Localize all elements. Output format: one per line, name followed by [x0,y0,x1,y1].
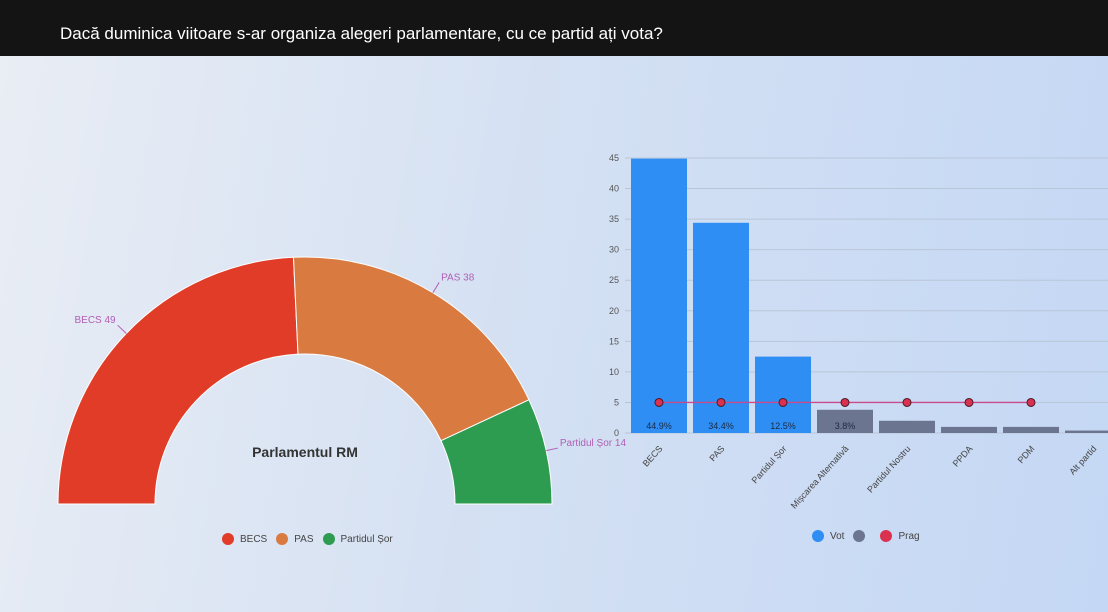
bar-6[interactable] [1003,426,1059,433]
legend-dot-vot-other [853,530,866,542]
bar-data-label: 34.4% [708,421,734,431]
legend-dot-vot [812,530,824,542]
donut-label-line-pas [432,282,440,293]
y-tick-label: 40 [609,184,619,194]
bar-7[interactable] [1065,430,1108,433]
question-title: Dacă duminica viitoare s-ar organiza ale… [60,24,663,43]
x-tick-label: PAS [707,444,726,464]
legend-dot-becs [222,533,234,545]
prag-point[interactable] [716,397,726,407]
charts-canvas: BECS 49 PAS 38 Partidul Șor 14 Parlamentul … [57,153,1108,511]
x-tick-label: Partidul Nostru [865,444,912,495]
donut-label-sor: Partidul Șor 14 [560,438,627,449]
y-tick-label: 20 [609,306,619,316]
x-tick-label: BECS [641,444,665,469]
bar-data-label: 44.9% [646,421,672,431]
donut-slice-sor[interactable] [440,399,553,505]
bar-0[interactable] [631,158,687,433]
bar-5[interactable] [941,426,997,433]
prag-point[interactable] [902,397,912,407]
legend-label-sor: Partidul Șor [340,533,393,545]
bar-data-label: 12.5% [770,421,796,431]
legend-dot-prag [880,530,893,542]
x-tick-label: Alt partid [1067,444,1098,477]
bar-data-label: 3.8% [835,421,856,431]
prag-point[interactable] [840,397,850,407]
prag-point[interactable] [1026,397,1036,407]
bar-3[interactable] [817,409,873,433]
donut-label-line-becs [117,324,127,334]
donut-center-label: Parlamentul RM [252,444,358,460]
y-tick-label: 30 [609,245,619,255]
title-bar: Dacă duminica viitoare s-ar organiza ale… [0,0,1108,62]
parliament-donut-chart: BECS 49 PAS 38 Partidul Șor 14 Parlamentul … [57,256,627,505]
donut-label-line-sor [546,447,558,452]
legend-label-pas: PAS [294,533,314,545]
prag-point[interactable] [778,397,788,407]
donut-legend: BECS PAS Partidul Șor [222,533,402,545]
legend-label-becs: BECS [240,533,268,545]
y-tick-label: 10 [609,367,619,377]
bar-legend: Vot Prag [812,530,929,542]
legend-item-becs[interactable]: BECS [222,533,267,545]
vote-bar-chart: 0 5 10 15 20 25 30 35 40 45 BECS PAS Partidul Șor Miș… [609,153,1108,511]
legend-item-vot-other[interactable] [853,530,871,542]
prag-point[interactable] [964,397,974,407]
legend-dot-pas [276,533,289,545]
y-tick-label: 25 [609,275,619,285]
bar-2[interactable] [755,356,811,433]
legend-item-vot[interactable]: Vot [812,530,844,542]
y-tick-label: 35 [609,214,619,224]
legend-label-vot: Vot [830,530,845,542]
donut-slice-becs[interactable] [57,256,299,505]
legend-item-pas[interactable]: PAS [276,533,314,545]
chart-screen: BECS 49 PAS 38 Partidul Șor 14 Parlamentul … [0,56,1108,612]
y-tick-label: 15 [609,336,619,346]
legend-item-sor[interactable]: Partidul Șor [322,533,393,545]
x-tick-label: Partidul Șor [750,444,789,486]
legend-label-prag: Prag [898,530,920,542]
legend-dot-sor [322,533,335,545]
x-tick-label: PDM [1016,444,1037,466]
donut-label-becs: BECS 49 [74,315,116,326]
donut-label-pas: PAS 38 [441,272,475,283]
x-tick-label: Mișcarea Alternativă [789,444,851,511]
y-tick-label: 0 [614,428,619,438]
x-tick-label: PPDA [951,444,975,469]
legend-item-prag[interactable]: Prag [880,530,920,542]
prag-point[interactable] [654,397,664,407]
bar-4[interactable] [879,420,935,433]
donut-slice-pas[interactable] [292,256,530,442]
y-tick-label: 5 [614,397,619,407]
y-tick-label: 45 [609,153,619,163]
